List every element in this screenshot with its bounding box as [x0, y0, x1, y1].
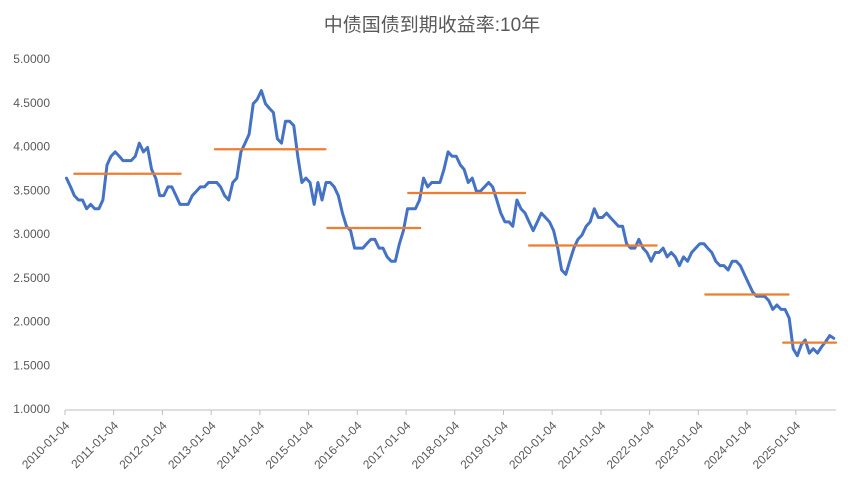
- chart-title: 中债国债到期收益率:10年: [324, 14, 540, 36]
- y-tick-label: 2.5000: [13, 271, 50, 285]
- yield-line: [64, 89, 836, 358]
- y-tick-label: 5.0000: [13, 52, 50, 66]
- y-tick-label: 3.5000: [13, 183, 50, 197]
- y-tick-label: 2.0000: [13, 315, 50, 329]
- y-tick-label: 1.5000: [13, 358, 50, 372]
- y-tick-label: 1.0000: [13, 402, 50, 416]
- y-tick-label: 4.0000: [13, 140, 50, 154]
- y-tick-label: 4.5000: [13, 96, 50, 110]
- y-tick-label: 3.0000: [13, 227, 50, 241]
